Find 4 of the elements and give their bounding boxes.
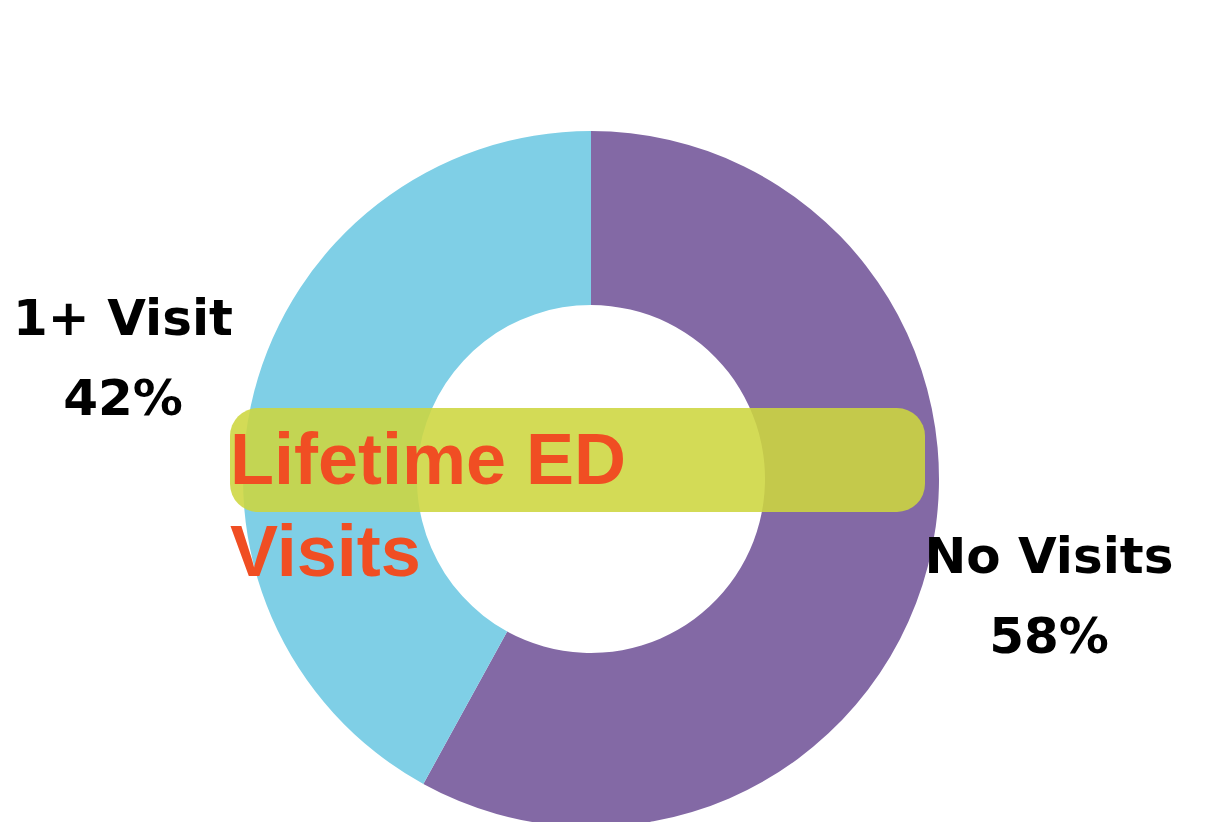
data-label: 42% [63,369,183,428]
slice-label: 1+ Visit [13,289,233,348]
slice-label: No Visits [924,526,1174,585]
data-label: 58% [989,606,1109,665]
